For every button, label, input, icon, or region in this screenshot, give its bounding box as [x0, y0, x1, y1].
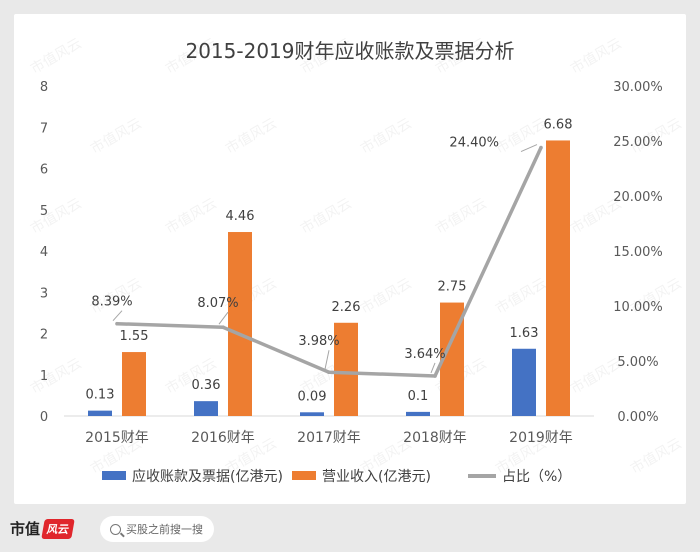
- legend-label-2: 占比（%）: [502, 469, 571, 485]
- watermark-text: 市值风云: [568, 355, 625, 398]
- line-data-label: 24.40%: [449, 136, 499, 151]
- line-label-leader: [218, 311, 229, 325]
- line-point: [539, 145, 543, 150]
- legend-swatch-1: [292, 471, 316, 480]
- line-data-label: 8.39%: [91, 295, 132, 310]
- y-right-tick-label: 30.00%: [613, 80, 663, 95]
- x-tick-label: 2019财年: [509, 430, 573, 446]
- y-left-tick-label: 2: [40, 328, 48, 343]
- chart-title: 2015-2019财年应收账款及票据分析: [185, 39, 514, 63]
- search-box[interactable]: 买股之前搜一搜: [100, 516, 214, 542]
- bar-data-label: 2.75: [438, 280, 467, 295]
- line-point: [433, 374, 437, 378]
- y-right-tick-label: 10.00%: [613, 300, 663, 315]
- bar-data-label: 2.26: [332, 300, 361, 315]
- watermark-text: 市值风云: [358, 115, 415, 158]
- legend-label-1: 营业收入(亿港元): [322, 469, 431, 485]
- watermark-text: 市值风云: [358, 275, 415, 318]
- brand-logo[interactable]: 市值 风云: [10, 518, 75, 539]
- y-left-tick-label: 1: [40, 369, 48, 384]
- watermark-text: 市值风云: [628, 435, 685, 478]
- bar-data-label: 6.68: [544, 117, 573, 132]
- watermark-text: 市值风云: [88, 115, 145, 158]
- bar-data-label: 4.46: [226, 209, 255, 224]
- search-icon: [110, 523, 121, 535]
- bar-receivables: [512, 348, 536, 416]
- line-point: [327, 370, 331, 375]
- y-right-tick-label: 20.00%: [613, 190, 663, 205]
- watermark-text: 市值风云: [28, 195, 85, 238]
- watermark-text: 市值风云: [493, 275, 550, 318]
- y-left-tick-label: 0: [40, 410, 48, 425]
- bar-receivables: [406, 411, 430, 416]
- y-right-tick-label: 0.00%: [617, 410, 658, 425]
- bar-data-label: 1.55: [120, 329, 149, 344]
- y-left-tick-label: 6: [40, 163, 48, 178]
- line-label-leader: [430, 362, 436, 374]
- bar-revenue: [122, 352, 146, 416]
- brand-logo-mark: 风云: [41, 518, 75, 539]
- footer-bar: 市值 风云 买股之前搜一搜: [0, 506, 700, 552]
- bar-data-label: 0.13: [86, 388, 115, 403]
- watermark-text: 市值风云: [433, 195, 490, 238]
- watermark-text: 市值风云: [223, 115, 280, 158]
- y-right-tick-label: 5.00%: [617, 355, 658, 370]
- x-tick-label: 2017财年: [297, 430, 361, 446]
- watermark-text: 市值风云: [568, 35, 625, 78]
- legend-label-0: 应收账款及票据(亿港元): [132, 468, 283, 485]
- bar-receivables: [88, 410, 112, 416]
- y-left-tick-label: 4: [40, 245, 48, 260]
- y-left-tick-label: 3: [40, 286, 48, 301]
- line-data-label: 8.07%: [197, 296, 238, 311]
- bar-data-label: 0.1: [408, 389, 429, 404]
- bar-data-label: 1.63: [510, 326, 539, 341]
- watermark-text: 市值风云: [28, 355, 85, 398]
- line-data-label: 3.64%: [404, 347, 445, 362]
- y-right-tick-label: 15.00%: [613, 245, 663, 260]
- y-right-tick-label: 25.00%: [613, 135, 663, 150]
- watermark-text: 市值风云: [298, 195, 355, 238]
- bar-receivables: [300, 412, 324, 416]
- y-left-tick-label: 5: [40, 204, 48, 219]
- x-tick-label: 2016财年: [191, 430, 255, 446]
- bar-data-label: 0.09: [298, 389, 327, 404]
- bar-receivables: [194, 401, 218, 416]
- bar-revenue: [334, 322, 358, 416]
- chart-card: 市值风云 市值风云 市值风云 市值风云 市值风云 市值风云 市值风云 市值风云 市值风云 市值风云…: [14, 14, 686, 504]
- line-point: [221, 325, 225, 330]
- search-placeholder: 买股之前搜一搜: [126, 523, 203, 536]
- legend-swatch-0: [102, 471, 126, 480]
- line-point: [115, 321, 119, 326]
- line-label-leader: [324, 350, 330, 370]
- line-label-leader: [112, 310, 123, 322]
- bar-revenue: [228, 232, 252, 416]
- y-left-tick-label: 8: [40, 80, 48, 95]
- brand-logo-text: 市值: [10, 520, 41, 538]
- watermark-text: 市值风云: [28, 35, 85, 78]
- watermark-text: 市值风云: [163, 195, 220, 238]
- x-tick-label: 2015财年: [85, 430, 149, 446]
- x-tick-label: 2018财年: [403, 430, 467, 446]
- line-data-label: 3.98%: [298, 334, 339, 349]
- bar-revenue: [546, 140, 570, 416]
- bar-data-label: 0.36: [192, 378, 221, 393]
- y-left-tick-label: 7: [40, 121, 48, 136]
- line-label-leader: [520, 144, 538, 153]
